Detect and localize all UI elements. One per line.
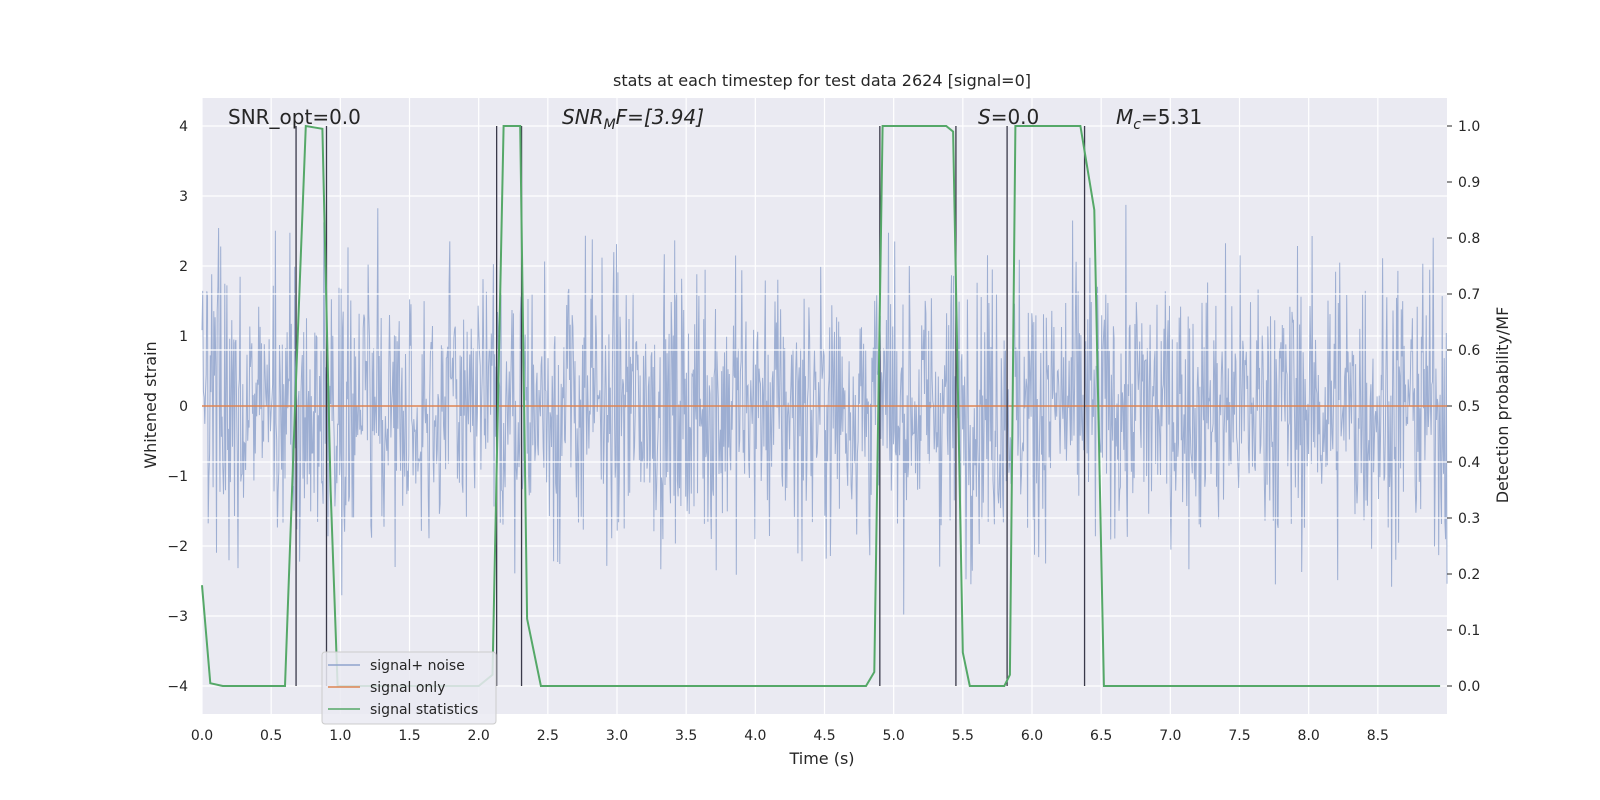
y-right-tick-label: 0.3	[1458, 511, 1480, 527]
y-axis-label-right: Detection probability/MF	[1493, 307, 1512, 504]
y-right-tick-label: 0.4	[1458, 455, 1480, 471]
y-axis-label: Whitened strain	[141, 341, 160, 468]
x-tick-label: 5.0	[883, 728, 905, 744]
legend-label-signal-only: signal only	[370, 680, 445, 696]
y-right-tick-label: 0.6	[1458, 343, 1480, 359]
y-right-tick-label: 0.5	[1458, 399, 1480, 415]
y-right-tick-label: 0.0	[1458, 679, 1480, 695]
noise-line	[201, 204, 1448, 615]
annotation-s: S=0.0	[978, 105, 1039, 129]
x-tick-label: 4.0	[744, 728, 766, 744]
x-tick-label: 2.0	[468, 728, 490, 744]
x-tick-label: 8.5	[1367, 728, 1389, 744]
right-axis-grid	[202, 293, 1447, 519]
y-right-tick-label: 1.0	[1458, 119, 1480, 135]
x-axis-label: Time (s)	[788, 749, 854, 768]
y-tick-label: −3	[167, 609, 188, 625]
y-tick-label: 3	[179, 189, 188, 205]
x-tick-label: 7.5	[1228, 728, 1250, 744]
tick-labels: 0.0 0.5 1.0 1.5 2.0 2.5 3.0 3.5 4.0 4.5 5.0 5.5 6.0 6…	[167, 119, 1480, 744]
x-tick-label: 1.0	[329, 728, 351, 744]
x-tick-label: 5.5	[952, 728, 974, 744]
x-tick-label: 6.0	[1021, 728, 1043, 744]
x-tick-label: 7.0	[1159, 728, 1181, 744]
x-tick-label: 0.0	[191, 728, 213, 744]
annotation-snr-opt: SNR_opt=0.0	[228, 105, 361, 129]
legend-label-signal-noise: signal+ noise	[370, 658, 465, 674]
x-tick-label: 3.5	[675, 728, 697, 744]
y-tick-label: 4	[179, 119, 188, 135]
x-tick-label: 0.5	[260, 728, 282, 744]
y-right-tick-label: 0.7	[1458, 287, 1480, 303]
legend-label-signal-statistics: signal statistics	[370, 702, 478, 718]
x-tick-label: 6.5	[1090, 728, 1112, 744]
x-tick-label: 3.0	[606, 728, 628, 744]
series-signal-statistics	[201, 124, 1441, 687]
signal-statistics-line	[201, 124, 1441, 687]
y-tick-label: −2	[167, 539, 188, 555]
series-signal-noise	[201, 204, 1448, 615]
annotation-mc: Mc=5.31	[1116, 105, 1202, 133]
y-right-tick-label: 0.1	[1458, 623, 1480, 639]
y-tick-label: 2	[179, 259, 188, 275]
y-tick-label: −4	[167, 679, 188, 695]
x-tick-label: 8.0	[1298, 728, 1320, 744]
annotation-snr-mf: SNRMF=[3.94]	[562, 105, 704, 133]
y-tick-label: −1	[167, 469, 188, 485]
y-right-tick-label: 0.9	[1458, 175, 1480, 191]
chart-title: stats at each timestep for test data 262…	[613, 71, 1031, 90]
y-right-tick-label: 0.2	[1458, 567, 1480, 583]
y-tick-label: 0	[179, 399, 188, 415]
legend: signal+ noise signal only signal statist…	[321, 651, 497, 725]
y-tick-label: 1	[179, 329, 188, 345]
x-tick-label: 2.5	[537, 728, 559, 744]
x-tick-label: 1.5	[398, 728, 420, 744]
x-tick-label: 4.5	[813, 728, 835, 744]
y-right-tick-label: 0.8	[1458, 231, 1480, 247]
